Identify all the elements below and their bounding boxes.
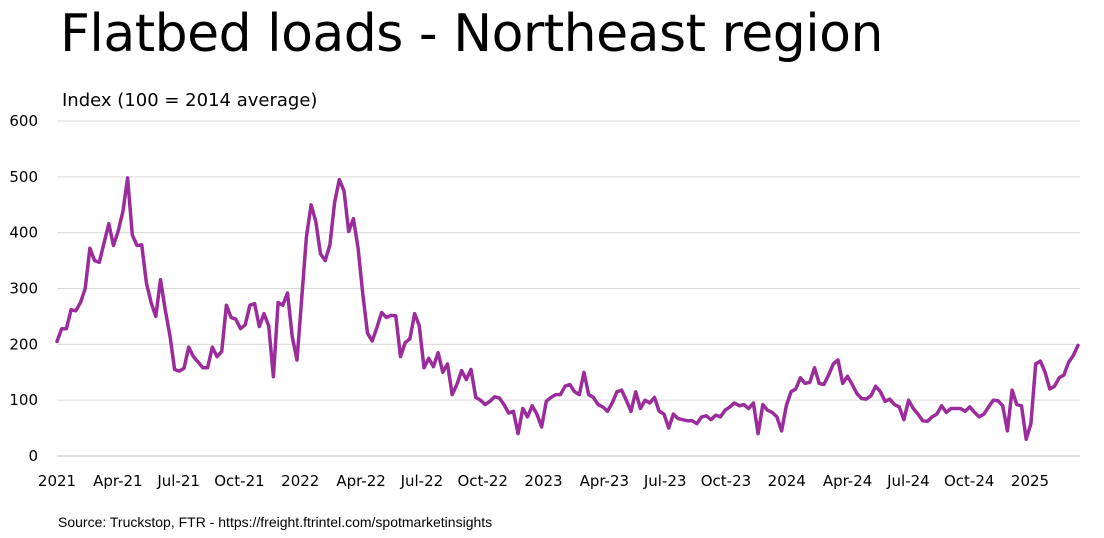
y-tick-label: 400 bbox=[9, 224, 38, 242]
x-tick-label: Jul-24 bbox=[886, 472, 930, 490]
x-tick-label: 2022 bbox=[281, 472, 319, 490]
source-note: Source: Truckstop, FTR - https://freight… bbox=[58, 514, 493, 530]
y-tick-label: 500 bbox=[9, 168, 38, 186]
x-tick-label: Oct-21 bbox=[214, 472, 264, 490]
y-tick-label: 600 bbox=[9, 112, 38, 130]
x-axis-ticks: 2021 Apr-21 Jul-21 Oct-21 2022 Apr-22 Jul-22 Oc… bbox=[38, 472, 1049, 490]
x-tick-label: 2025 bbox=[1011, 472, 1049, 490]
x-tick-label: Apr-24 bbox=[823, 472, 873, 490]
y-axis-ticks: 0 100 200 300 400 500 600 bbox=[9, 112, 38, 465]
x-tick-label: Apr-22 bbox=[336, 472, 386, 490]
x-tick-label: Apr-21 bbox=[93, 472, 143, 490]
y-tick-label: 200 bbox=[9, 335, 38, 353]
series-line bbox=[55, 176, 1080, 442]
series-layer bbox=[55, 176, 1080, 442]
chart-title: Flatbed loads - Northeast region bbox=[60, 4, 883, 64]
x-tick-label: Oct-23 bbox=[701, 472, 751, 490]
x-tick-label: 2021 bbox=[38, 472, 76, 490]
x-tick-label: 2023 bbox=[524, 472, 562, 490]
x-tick-label: Jul-21 bbox=[156, 472, 200, 490]
y-axis-label: Index (100 = 2014 average) bbox=[62, 90, 318, 111]
x-tick-label: Jul-22 bbox=[400, 472, 444, 490]
x-tick-label: 2024 bbox=[768, 472, 806, 490]
gridlines bbox=[57, 120, 1080, 457]
y-tick-label: 0 bbox=[28, 447, 38, 465]
x-tick-label: Oct-22 bbox=[457, 472, 507, 490]
y-tick-label: 100 bbox=[9, 391, 38, 409]
x-tick-label: Jul-23 bbox=[643, 472, 687, 490]
x-tick-label: Oct-24 bbox=[944, 472, 994, 490]
x-tick-label: Apr-23 bbox=[580, 472, 630, 490]
y-tick-label: 300 bbox=[9, 280, 38, 298]
